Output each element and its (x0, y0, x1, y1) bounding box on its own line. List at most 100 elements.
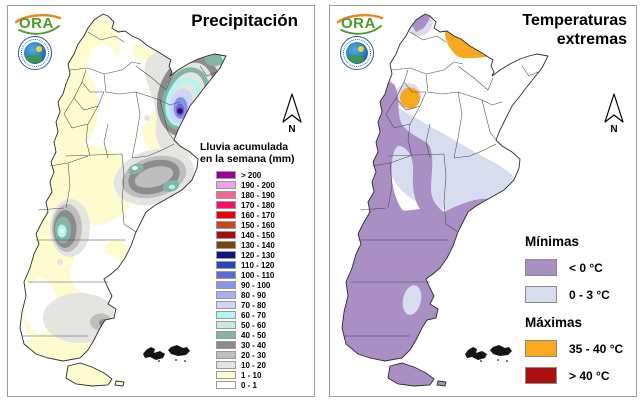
legend-label: 80 - 90 (241, 290, 266, 300)
legend-label: 0 - 3 °C (569, 287, 610, 302)
seal-land (26, 55, 42, 63)
legend-label: 170 - 180 (241, 200, 275, 210)
seal-ring (21, 39, 49, 67)
legend-row: 20 - 30 (216, 350, 312, 360)
north-arrow: N (282, 93, 302, 134)
legend-row: 190 - 200 (216, 180, 312, 190)
legend-label: 10 - 20 (241, 360, 266, 370)
legend-swatch (216, 270, 236, 280)
legend-label: 50 - 60 (241, 320, 266, 330)
legend-row: 170 - 180 (216, 200, 312, 210)
legend-row: 180 - 190 (216, 190, 312, 200)
legend-swatch (216, 260, 236, 270)
legend-section-heading: Mínimas (525, 234, 580, 249)
legend-row: > 200 (216, 170, 312, 180)
legend-label: 35 - 40 °C (569, 341, 624, 356)
seal-ring (343, 39, 371, 67)
legend-swatch (216, 310, 236, 320)
legend-swatch (216, 320, 236, 330)
legend-row: 10 - 20 (216, 360, 312, 370)
legend-row: 120 - 130 (216, 250, 312, 260)
temperature-map (341, 13, 549, 387)
legend-label: 130 - 140 (241, 240, 275, 250)
legend-row: 70 - 80 (216, 300, 312, 310)
legend-swatch (216, 360, 236, 370)
legend-row: 150 - 160 (216, 220, 312, 230)
seal-globe (346, 42, 368, 64)
legend-row: 0 - 1 (216, 380, 312, 390)
legend-swatch (525, 340, 557, 357)
legend-label: 160 - 170 (241, 210, 275, 220)
legend-label: 190 - 200 (241, 180, 275, 190)
legend-swatch (216, 290, 236, 300)
north-arrow-label: N (288, 124, 295, 134)
legend-label: > 40 °C (569, 368, 610, 383)
legend-swatch (216, 170, 236, 180)
ora-logo-mark: ORA (14, 14, 62, 35)
seal-sun (358, 46, 364, 52)
legend-row: 35 - 40 °C (525, 340, 633, 357)
ora-logo-text: ORA (341, 15, 376, 32)
legend-row: 90 - 100 (216, 280, 312, 290)
legend-label: 120 - 130 (241, 250, 275, 260)
legend-row: 30 - 40 (216, 340, 312, 350)
legend-row: > 40 °C (525, 367, 633, 384)
legend-label: 70 - 80 (241, 300, 266, 310)
legend-swatch (216, 350, 236, 360)
ora-logo: ORA (14, 9, 64, 75)
legend-swatch (216, 370, 236, 380)
ora-swoosh-green (340, 25, 382, 35)
precipitation-map (19, 13, 227, 387)
legend-label: 90 - 100 (241, 280, 271, 290)
legend-row: 0 - 3 °C (525, 286, 633, 303)
precipitation-map-panel: ORA Precipitación N Lluvia acumulada en … (7, 5, 315, 397)
legend-label: 0 - 1 (241, 380, 258, 390)
ora-swoosh-green (18, 25, 60, 35)
legend-label: 140 - 150 (241, 230, 275, 240)
legend-label: 110 - 120 (241, 260, 275, 270)
legend-row: 60 - 70 (216, 310, 312, 320)
ora-logo: ORA (336, 9, 386, 75)
legend-swatch (525, 367, 557, 384)
north-arrow: N (604, 93, 624, 134)
ora-logo-text: ORA (19, 15, 54, 32)
legend-swatch (216, 230, 236, 240)
legend-swatch (216, 240, 236, 250)
page-title-precipitation: Precipitación (191, 11, 298, 30)
legend-row: 110 - 120 (216, 260, 312, 270)
legend-swatch (216, 190, 236, 200)
page-title-temperature: Temperaturas extremas (522, 12, 627, 48)
legend-label: 30 - 40 (241, 340, 266, 350)
seal-sun (36, 46, 42, 52)
ora-swoosh-orange (14, 14, 62, 24)
legend-swatch (216, 220, 236, 230)
legend-row: 130 - 140 (216, 240, 312, 250)
legend-label: 100 - 110 (241, 270, 275, 280)
seal-land (348, 55, 364, 63)
legend-row: 50 - 60 (216, 320, 312, 330)
temperature-map-panel: ORA Temperaturas extremas N Mínimas < 0 °… (329, 5, 637, 397)
ministry-seal-icon (340, 36, 374, 70)
legend-swatch (216, 280, 236, 290)
legend-swatch (216, 210, 236, 220)
legend-row: < 0 °C (525, 259, 633, 276)
legend-row: 140 - 150 (216, 230, 312, 240)
legend-swatch (216, 180, 236, 190)
legend-swatch (525, 259, 557, 276)
legend-swatch (525, 286, 557, 303)
precip-legend-title: Lluvia acumulada en la semana (mm) (200, 141, 295, 165)
legend-swatch (216, 340, 236, 350)
legend-label: 20 - 30 (241, 350, 266, 360)
legend-row: 1 - 10 (216, 370, 312, 380)
legend-swatch (216, 200, 236, 210)
seal-globe (24, 42, 46, 64)
ministry-seal-icon (18, 36, 52, 70)
legend-label: 180 - 190 (241, 190, 275, 200)
legend-section-heading: Máximas (525, 315, 583, 330)
legend-label: < 0 °C (569, 260, 603, 275)
legend-swatch (216, 330, 236, 340)
legend-row: 100 - 110 (216, 270, 312, 280)
legend-swatch (216, 250, 236, 260)
legend-label: 60 - 70 (241, 310, 266, 320)
